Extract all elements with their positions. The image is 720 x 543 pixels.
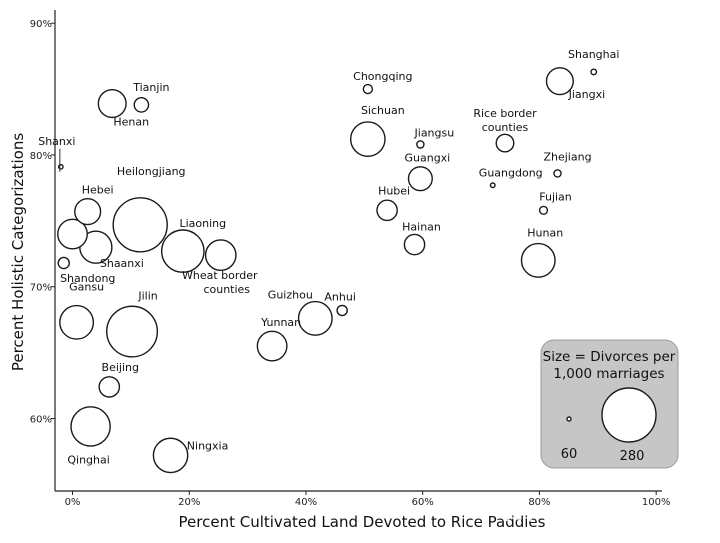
y-tick-label: 60% (30, 415, 52, 426)
x-tick-label: 40% (295, 497, 317, 508)
label-liaoning: Liaoning (179, 217, 226, 230)
label-wheat-border-counties-line1: Wheat border (182, 269, 258, 282)
bubble-jilin (106, 305, 159, 358)
label-yunnan: Yunnan (260, 316, 301, 329)
label-tianjin: Tianjin (132, 81, 169, 94)
bubble-guangdong (489, 182, 496, 189)
x-tick-label: 100% (642, 497, 671, 508)
bubble-hainan (403, 233, 426, 256)
watermark: 知乎 @Thomas Talhelm (506, 505, 700, 525)
label-hebei: Hebei (82, 184, 114, 197)
label-ningxia: Ningxia (187, 439, 229, 452)
bubbles (57, 67, 598, 474)
bubble-ningxia (152, 437, 189, 474)
label-jiangxi: Jiangxi (568, 88, 606, 101)
legend-large-bubble (601, 387, 657, 443)
bubble-heilongjiang (112, 197, 168, 253)
label-shanxi: Shanxi (38, 135, 75, 148)
bubble-wheat-border-counties (204, 239, 237, 271)
x-axis-title: Percent Cultivated Land Devoted to Rice … (179, 513, 546, 531)
label-jiangsu: Jiangsu (414, 126, 455, 139)
label-hubei: Hubei (378, 184, 410, 197)
label-hunan: Hunan (527, 226, 563, 239)
bubble-liaoning (160, 229, 205, 274)
x-tick-label: 80% (528, 497, 550, 508)
label-qinghai: Qinghai (67, 453, 109, 466)
y-tick-label: 70% (30, 283, 52, 294)
label-sichuan: Sichuan (361, 104, 405, 117)
label-guangdong: Guangdong (479, 166, 543, 179)
bubble-rice-border-counties (495, 133, 515, 153)
x-tick-label: 0% (65, 497, 81, 508)
bubble-chongqing (362, 83, 374, 95)
label-hainan: Hainan (402, 221, 441, 234)
bubble-shandong (57, 256, 70, 270)
bubble-sichuan (349, 121, 386, 158)
bubble-guizhou (297, 300, 333, 336)
label-shaanxi: Shaanxi (100, 257, 144, 270)
bubble-tianjin (133, 97, 150, 113)
label-shanghai: Shanghai (568, 48, 619, 61)
label-guizhou: Guizhou (268, 288, 313, 301)
bubble-fujian (538, 205, 549, 215)
legend-large-value: 280 (620, 449, 645, 464)
bubble-hubei (376, 199, 398, 222)
y-tick-label: 90% (30, 19, 52, 30)
bubble-qinghai (70, 406, 111, 447)
legend-title-line2: 1,000 marriages (553, 366, 664, 382)
bubble-anhui (336, 304, 348, 317)
x-tick-label: 20% (178, 497, 200, 508)
label-heilongjiang: Heilongjiang (117, 165, 186, 178)
bubble-jiangxi (545, 67, 574, 96)
bubble-hunan (520, 242, 556, 278)
label-henan: Henan (113, 116, 149, 129)
legend-small-bubble (566, 416, 572, 422)
x-tick-label: 60% (412, 497, 434, 508)
bubble-guangxi (407, 166, 433, 192)
label-jilin: Jilin (137, 290, 157, 303)
legend-title-line1: Size = Divorces per (543, 349, 676, 365)
bubble-shanghai (590, 68, 598, 76)
label-anhui: Anhui (324, 290, 356, 303)
axes: 0% 20% 40% 60% 80% 100% 60% 70% 80% 90% (30, 10, 671, 508)
bubble-unlabeled-7 (57, 218, 88, 250)
bubble-beijing (98, 376, 121, 398)
bubble-jiangsu (416, 140, 425, 149)
label-rice-border-counties-line1: Rice border (473, 107, 537, 120)
label-shandong: Shandong (60, 272, 115, 285)
label-zhejiang: Zhejiang (543, 150, 591, 163)
bubble-hebei (74, 198, 102, 226)
y-axis-title: Percent Holistic Categorizations (9, 133, 27, 371)
label-fujian: Fujian (539, 190, 572, 203)
label-gansu: Gansu (69, 280, 104, 293)
label-guangxi: Guangxi (404, 152, 450, 165)
label-beijing: Beijing (102, 361, 139, 374)
bubble-henan (97, 89, 127, 119)
size-legend: Size = Divorces per 1,000 marriages 60 2… (540, 339, 679, 469)
bubble-shanxi (57, 163, 64, 170)
bubble-gansu (59, 304, 95, 340)
bubble-yunnan (256, 330, 288, 362)
legend-small-value: 60 (561, 447, 578, 462)
label-rice-border-counties-line2: counties (482, 121, 529, 134)
bubble-zhejiang (553, 169, 562, 178)
label-chongqing: Chongqing (353, 70, 412, 83)
label-wheat-border-counties-line2: counties (203, 283, 250, 296)
y-tick-label: 80% (30, 151, 52, 162)
